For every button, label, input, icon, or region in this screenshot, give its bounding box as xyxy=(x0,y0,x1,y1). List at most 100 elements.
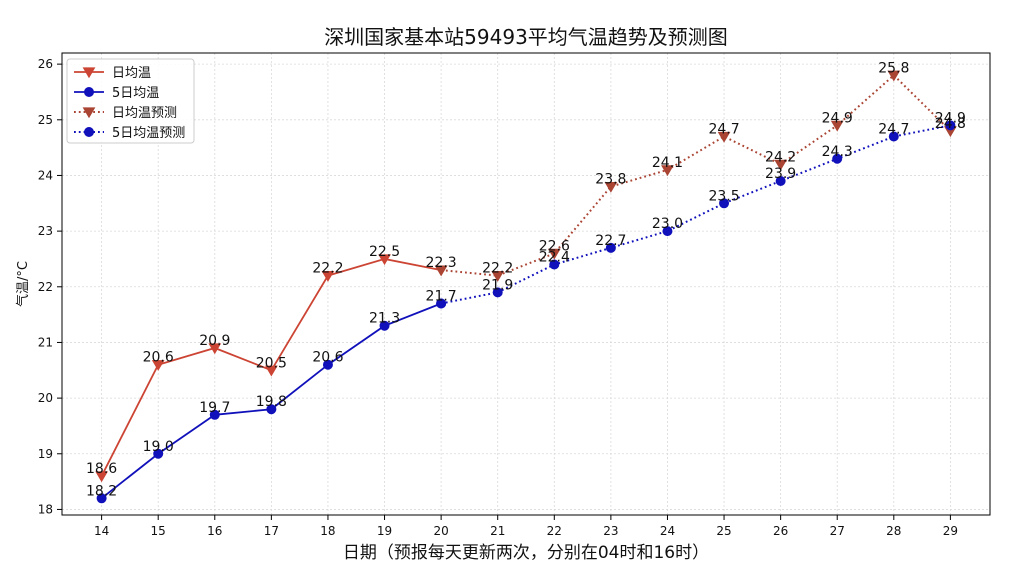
x-tick-label: 20 xyxy=(433,524,448,538)
legend-label-five-day-mean-forecast: 5日均温预测 xyxy=(112,126,185,141)
five-day-mean-forecast-point xyxy=(888,131,899,142)
x-tick-label: 17 xyxy=(264,524,279,538)
daily-mean-point xyxy=(264,365,278,377)
legend-marker-daily-mean xyxy=(82,67,96,79)
daily-mean-forecast-point xyxy=(717,131,731,143)
five-day-mean-forecast-point xyxy=(775,176,786,187)
five-day-mean-value-label: 18.2 xyxy=(86,483,117,499)
y-axis-label: 气温/°C xyxy=(15,261,31,307)
daily-mean-point xyxy=(321,271,335,282)
five-day-mean-forecast-line xyxy=(440,124,951,305)
five-day-mean-forecast-value-label: 24.7 xyxy=(878,121,909,137)
daily-mean-value-label: 18.6 xyxy=(86,461,117,477)
five-day-mean-value-label: 21.3 xyxy=(369,311,400,327)
daily-mean-value-label: 20.9 xyxy=(199,333,230,349)
five-day-mean-forecast-point xyxy=(832,153,843,164)
five-day-mean-value-label: 19.7 xyxy=(199,400,230,416)
series-five-day-mean-forecast xyxy=(436,120,956,309)
x-tick-label: 29 xyxy=(943,524,958,538)
five-day-mean-forecast-point xyxy=(605,242,616,253)
daily-mean-value-label: 22.5 xyxy=(369,244,400,260)
y-tick-label: 19 xyxy=(38,447,53,461)
legend-marker-five-day-mean xyxy=(84,87,94,97)
five-day-mean-point xyxy=(153,448,164,459)
five-day-mean-forecast-point xyxy=(945,120,956,131)
five-day-mean-forecast-value-label: 23.9 xyxy=(765,166,796,182)
daily-mean-point xyxy=(378,254,391,266)
daily-mean-forecast-value-label: 22.6 xyxy=(539,238,570,254)
y-tick-label: 24 xyxy=(38,168,53,182)
five-day-mean-point xyxy=(96,493,107,504)
daily-mean-forecast-point xyxy=(830,120,844,132)
five-day-mean-point xyxy=(379,320,390,331)
legend-label-daily-mean-forecast: 日均温预测 xyxy=(112,106,177,121)
x-tick-label: 24 xyxy=(660,524,675,538)
five-day-mean-point xyxy=(209,409,220,420)
x-axis-ticks: 14 15 16 17 18 19 20 21 22 23 24 25 26 27 28 29 xyxy=(94,515,958,538)
daily-mean-forecast-value-label: 22.2 xyxy=(482,261,513,277)
series-five-day-mean xyxy=(96,298,447,504)
five-day-mean-value-label: 21.7 xyxy=(426,288,457,304)
daily-mean-forecast-value-label: 24.7 xyxy=(708,121,739,137)
five-day-mean-forecast-point xyxy=(662,226,673,237)
daily-mean-forecast-point xyxy=(547,248,561,260)
y-tick-label: 21 xyxy=(38,335,53,349)
y-tick-label: 25 xyxy=(38,113,53,127)
x-tick-label: 21 xyxy=(490,524,505,538)
daily-mean-forecast-value-label: 25.8 xyxy=(878,60,909,76)
x-tick-label: 25 xyxy=(716,524,731,538)
x-tick-label: 27 xyxy=(830,524,845,538)
data-labels-layer: 18.6 20.6 20.9 20.5 22.2 22.5 22.3 18.2 19.0 19.7… xyxy=(86,60,966,499)
x-axis-label: 日期（预报每天更新两次，分别在04时和16时） xyxy=(343,543,709,563)
daily-mean-forecast-value-label: 24.8 xyxy=(935,116,966,132)
legend-marker-daily-mean-forecast xyxy=(82,107,96,119)
daily-mean-forecast-point xyxy=(604,181,618,193)
daily-mean-forecast-value-label: 24.9 xyxy=(822,110,853,126)
chart-title: 深圳国家基本站59493平均气温趋势及预测图 xyxy=(324,25,728,49)
daily-mean-forecast-value-label: 24.1 xyxy=(652,155,683,171)
daily-mean-point xyxy=(95,471,108,483)
daily-mean-forecast-point xyxy=(434,265,448,277)
daily-mean-forecast-line xyxy=(441,73,952,277)
five-day-mean-forecast-value-label: 21.9 xyxy=(482,277,513,293)
daily-mean-point xyxy=(151,360,165,371)
legend-label-daily-mean: 日均温 xyxy=(112,66,151,81)
five-day-mean-value-label: 19.8 xyxy=(256,394,287,410)
x-tick-label: 18 xyxy=(320,524,335,538)
daily-mean-forecast-value-label: 24.2 xyxy=(765,149,796,165)
five-day-mean-forecast-value-label: 23.5 xyxy=(708,188,739,204)
five-day-mean-forecast-value-label: 24.3 xyxy=(822,144,853,160)
five-day-mean-point xyxy=(266,404,277,415)
x-tick-label: 19 xyxy=(377,524,392,538)
y-tick-label: 22 xyxy=(38,280,53,294)
daily-mean-forecast-point xyxy=(491,271,505,282)
daily-mean-forecast-point xyxy=(661,165,674,177)
series-layer xyxy=(95,70,957,504)
daily-mean-forecast-value-label: 23.8 xyxy=(595,172,626,188)
five-day-mean-forecast-value-label: 22.7 xyxy=(595,233,626,249)
y-axis-ticks: 18 19 20 21 22 23 24 25 26 xyxy=(38,57,62,516)
series-daily-mean-forecast xyxy=(434,70,957,282)
y-tick-label: 26 xyxy=(38,57,53,71)
x-tick-label: 28 xyxy=(886,524,901,538)
five-day-mean-forecast-point xyxy=(436,298,447,309)
daily-mean-value-label: 22.3 xyxy=(426,255,457,271)
x-tick-label: 16 xyxy=(207,524,222,538)
five-day-mean-forecast-value-label: 22.4 xyxy=(539,250,570,266)
y-tick-label: 20 xyxy=(38,391,53,405)
five-day-mean-value-label: 19.0 xyxy=(143,439,174,455)
five-day-mean-forecast-point xyxy=(719,198,730,209)
five-day-mean-forecast-point xyxy=(492,287,503,298)
x-tick-label: 15 xyxy=(151,524,166,538)
daily-mean-value-label: 20.6 xyxy=(143,350,174,366)
daily-mean-forecast-point xyxy=(887,70,901,82)
x-tick-label: 14 xyxy=(94,524,109,538)
daily-mean-point xyxy=(208,343,222,355)
legend-label-five-day-mean: 5日均温 xyxy=(112,86,159,101)
daily-mean-forecast-point xyxy=(774,159,788,171)
legend-marker-five-day-mean-forecast xyxy=(84,127,94,137)
y-tick-label: 18 xyxy=(38,502,53,516)
daily-mean-value-label: 22.2 xyxy=(312,261,343,277)
